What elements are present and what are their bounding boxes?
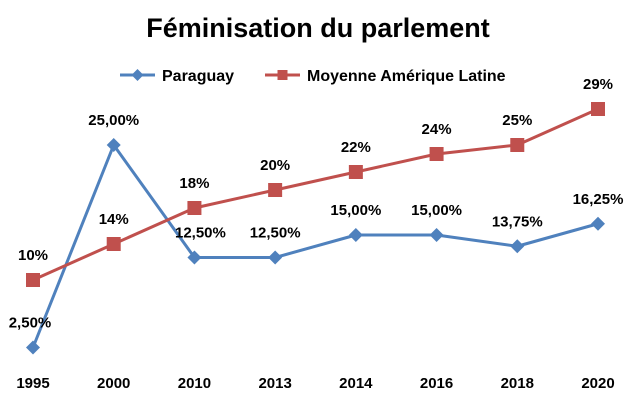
data-point-moyenne-amerique-latine-2016	[429, 147, 444, 161]
x-tick-label-2020: 2020	[581, 375, 614, 392]
x-axis-ticks: 1995 2000 2010 2013 2014 2016 2018 2020	[16, 375, 614, 392]
data-point-paraguay-1995	[26, 340, 40, 355]
data-point-moyenne-amerique-latine-2018	[510, 138, 525, 152]
series-line-moyenne-amerique-latine	[32, 107, 599, 282]
data-point-paraguay-2020	[591, 216, 605, 231]
data-point-paraguay-2016	[429, 228, 444, 242]
data-point-paraguay-2013	[268, 250, 283, 265]
data-point-paraguay-2014	[348, 228, 363, 242]
x-tick-label-1995: 1995	[16, 375, 49, 392]
data-label-moyenne-amerique-latine-2000: 14%	[99, 211, 129, 228]
legend: Paraguay Moyenne Amérique Latine	[120, 68, 506, 85]
data-point-moyenne-amerique-latine-2010	[187, 201, 202, 215]
data-label-paraguay-2020: 16,25%	[573, 191, 624, 208]
legend-marker-paraguay	[131, 69, 144, 81]
x-tick-label-2016: 2016	[420, 375, 453, 392]
x-tick-label-2014: 2014	[339, 375, 373, 392]
x-tick-label-2013: 2013	[258, 375, 291, 392]
chart-title: Féminisation du parlement	[146, 13, 490, 43]
data-label-moyenne-amerique-latine-2018: 25%	[502, 112, 532, 129]
series-markers	[26, 102, 605, 355]
data-label-moyenne-amerique-latine-2013: 20%	[260, 157, 290, 174]
data-label-paraguay-2018: 13,75%	[492, 213, 543, 230]
legend-label-moyenne-amerique-latine: Moyenne Amérique Latine	[307, 68, 506, 85]
data-label-paraguay-2013: 12,50%	[250, 225, 301, 242]
data-point-moyenne-amerique-latine-1995	[26, 273, 40, 287]
data-point-paraguay-2018	[510, 239, 525, 254]
data-label-moyenne-amerique-latine-2016: 24%	[422, 121, 452, 138]
data-point-moyenne-amerique-latine-2020	[591, 102, 605, 116]
data-labels: 2,50% 25,00% 12,50% 12,50% 15,00% 15,00% 13,75…	[9, 76, 624, 332]
data-point-paraguay-2010	[187, 250, 202, 265]
x-tick-label-2000: 2000	[97, 375, 130, 392]
data-point-moyenne-amerique-latine-2014	[348, 165, 363, 179]
x-tick-label-2010: 2010	[178, 375, 211, 392]
data-point-moyenne-amerique-latine-2000	[106, 237, 121, 251]
data-label-paraguay-2016: 15,00%	[411, 202, 462, 219]
data-label-paraguay-2000: 25,00%	[88, 112, 139, 129]
data-label-paraguay-2010: 12,50%	[175, 225, 226, 242]
legend-marker-moyenne-amerique-latine	[277, 70, 288, 80]
data-label-paraguay-2014: 15,00%	[330, 202, 381, 219]
data-point-moyenne-amerique-latine-2013	[268, 183, 283, 197]
legend-label-paraguay: Paraguay	[162, 68, 234, 85]
series-lines	[31, 107, 599, 349]
data-label-moyenne-amerique-latine-2010: 18%	[179, 175, 209, 192]
data-label-paraguay-1995: 2,50%	[9, 315, 52, 332]
series-line-paraguay	[31, 143, 599, 349]
data-label-moyenne-amerique-latine-2020: 29%	[583, 76, 613, 93]
data-label-moyenne-amerique-latine-2014: 22%	[341, 139, 371, 156]
data-point-paraguay-2000	[106, 138, 121, 152]
x-tick-label-2018: 2018	[501, 375, 534, 392]
data-label-moyenne-amerique-latine-1995: 10%	[18, 247, 48, 264]
